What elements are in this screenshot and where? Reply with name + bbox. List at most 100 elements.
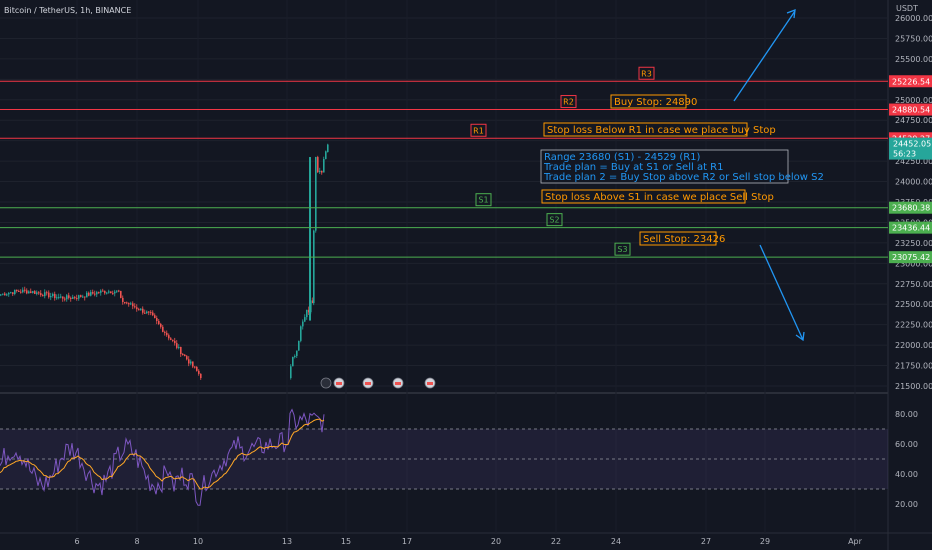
- level-name-box: [470, 123, 487, 137]
- level-price-label: 23680.38: [892, 204, 930, 213]
- annotation-box[interactable]: [610, 94, 687, 109]
- candle-body: [66, 295, 68, 300]
- candle-body: [156, 317, 158, 321]
- rsi-ma-line: [0, 418, 325, 490]
- candle-body: [142, 308, 144, 313]
- rsi-tick-label: 60.00: [895, 440, 918, 449]
- candle-body: [18, 290, 20, 292]
- candle-body: [76, 297, 78, 299]
- candle-body: [308, 309, 310, 313]
- candle-body: [118, 290, 120, 292]
- candle-body: [108, 291, 110, 293]
- candle-body: [190, 361, 192, 364]
- price-tick-label: 25500.00: [895, 55, 932, 64]
- candle-body: [312, 300, 314, 304]
- price-tick-label: 22250.00: [895, 321, 932, 330]
- event-markers[interactable]: [320, 377, 436, 389]
- candle-body: [200, 373, 202, 379]
- candle-body: [26, 290, 28, 294]
- level-name-r3: R3: [641, 69, 652, 78]
- level-name-box: [560, 95, 577, 109]
- annotation-box[interactable]: [543, 122, 748, 137]
- candle-body: [58, 296, 60, 298]
- up-arrow-head: [786, 9, 796, 19]
- candle-body: [42, 295, 44, 297]
- candle-body: [122, 297, 124, 302]
- candle-body: [148, 311, 150, 313]
- candle-body: [152, 312, 154, 316]
- price-tick-label: 24750.00: [895, 116, 932, 125]
- candle-body: [302, 321, 304, 327]
- candle-body: [100, 290, 102, 293]
- candle-body: [174, 340, 176, 344]
- level-price-tag: [889, 75, 932, 88]
- down-arrow-line: [759, 244, 804, 341]
- candle-body: [154, 315, 156, 318]
- candle-body: [68, 295, 70, 298]
- level-price-tag: [889, 251, 932, 264]
- info-box[interactable]: [540, 149, 789, 184]
- time-tick-label: 13: [282, 537, 292, 546]
- candle-body: [158, 320, 160, 324]
- price-tick-label: 22500.00: [895, 300, 932, 309]
- price-tick-label: 22750.00: [895, 280, 932, 289]
- candle-body: [104, 290, 106, 294]
- time-tick-label: 15: [341, 537, 351, 546]
- price-axis[interactable]: 21500.00 21750.00 22000.00 22250.00 22500.00…: [889, 14, 932, 509]
- annotation-text: Sell Stop: 23426: [643, 234, 725, 245]
- candle-body: [144, 312, 146, 314]
- candle-body: [20, 291, 22, 293]
- candle-body: [4, 293, 6, 296]
- annotation-text: Buy Stop: 24890: [614, 97, 697, 108]
- candle-body: [116, 290, 118, 292]
- candle-body: [134, 306, 136, 308]
- level-name-box: [638, 66, 655, 80]
- rsi-tick-label: 80.00: [895, 410, 918, 419]
- candle-body: [88, 292, 90, 296]
- level-name-s2: S2: [549, 216, 559, 225]
- candle-body: [72, 297, 74, 299]
- candle-body: [120, 290, 122, 298]
- level-name-box: [475, 193, 492, 207]
- candle-body: [30, 291, 32, 293]
- time-tick-label: 6: [74, 537, 79, 546]
- candle-body: [138, 309, 140, 311]
- time-tick-label: 17: [402, 537, 412, 546]
- time-axis[interactable]: 6 8 10 13 15 17 20 22 24 27 29 Apr: [74, 537, 862, 546]
- candle-body: [10, 292, 12, 294]
- candle-body: [70, 297, 72, 299]
- candle-body: [2, 293, 4, 295]
- rsi-tick-label: 40.00: [895, 470, 918, 479]
- level-name-box: [546, 213, 563, 227]
- candle-body: [172, 339, 174, 341]
- annotation-box[interactable]: [639, 231, 717, 246]
- candle-body: [292, 356, 294, 367]
- time-tick-label: 29: [760, 537, 770, 546]
- candle-body: [315, 157, 317, 231]
- price-tick-label: 26000.00: [895, 14, 932, 23]
- time-tick-label: 22: [551, 537, 561, 546]
- candle-body: [84, 296, 86, 298]
- candle-body: [304, 317, 306, 322]
- candle-body: [313, 230, 315, 304]
- candle-body: [44, 292, 46, 297]
- candle-body: [34, 291, 36, 294]
- candle-body: [164, 331, 166, 333]
- price-tick-label: 21750.00: [895, 362, 932, 371]
- candle-body: [106, 292, 108, 294]
- candle-body: [321, 170, 323, 173]
- candle-body: [52, 293, 54, 297]
- info-line: Range 23680 (S1) - 24529 (R1): [544, 152, 701, 163]
- candle-body: [98, 292, 100, 294]
- lightning-icon[interactable]: [320, 377, 332, 389]
- candle-body: [290, 366, 292, 379]
- candle-body: [319, 170, 321, 173]
- annotation-box[interactable]: [541, 189, 746, 204]
- level-name-r1: R1: [473, 126, 484, 135]
- last-price-label: 24452.05: [893, 140, 931, 149]
- candle-body: [184, 354, 186, 357]
- candle-body: [32, 291, 34, 293]
- bar-countdown: 56:23: [893, 150, 916, 159]
- candle-body: [325, 151, 327, 159]
